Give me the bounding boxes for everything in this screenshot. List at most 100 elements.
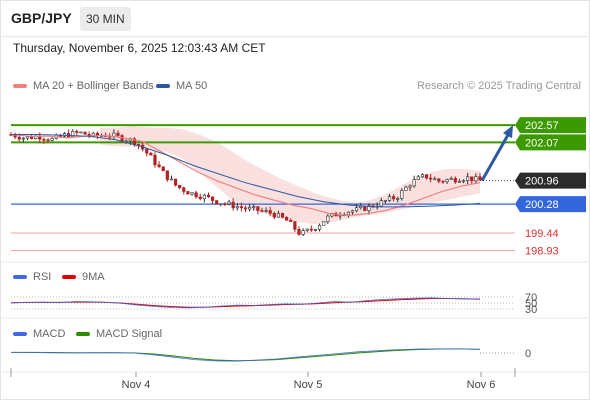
candle-body bbox=[165, 170, 169, 180]
candle-body bbox=[379, 200, 383, 207]
candle-body bbox=[75, 130, 79, 133]
candle-body bbox=[441, 180, 445, 183]
price-label-pivot: 200.28 bbox=[525, 199, 559, 211]
candle-body bbox=[433, 178, 437, 181]
macd-line bbox=[10, 348, 481, 362]
candle-body bbox=[71, 130, 75, 138]
price-label-bg bbox=[515, 196, 586, 213]
candle-body bbox=[293, 221, 297, 230]
candle-body bbox=[239, 206, 243, 209]
symbol-title: GBP/JPY bbox=[11, 10, 72, 26]
candle-body bbox=[400, 190, 404, 199]
candle-body bbox=[383, 200, 387, 202]
candle-body bbox=[260, 210, 264, 212]
legend-ma50: MA 50 bbox=[156, 80, 207, 92]
candle-body bbox=[173, 178, 178, 186]
candle-body bbox=[478, 176, 482, 181]
header-bar: GBP/JPY 30 MIN bbox=[0, 0, 590, 37]
candle-body bbox=[268, 210, 272, 214]
candle-body bbox=[297, 229, 301, 235]
candle-body bbox=[289, 220, 293, 222]
candle-body bbox=[272, 213, 276, 218]
macd-swatch bbox=[13, 332, 27, 336]
candle-body bbox=[29, 136, 34, 140]
candle-body bbox=[190, 192, 194, 195]
candle-body bbox=[387, 196, 392, 201]
candle-body bbox=[367, 205, 371, 211]
candle-body bbox=[449, 178, 453, 180]
candle-body bbox=[83, 131, 87, 135]
candle-body bbox=[25, 136, 30, 139]
candle-body bbox=[215, 200, 219, 205]
candle-body bbox=[194, 192, 198, 198]
candle-body bbox=[87, 134, 91, 136]
candle-body bbox=[437, 178, 441, 182]
candle-body bbox=[424, 174, 429, 179]
macd-signal-label: MACD Signal bbox=[96, 328, 163, 340]
candle-body bbox=[206, 194, 211, 198]
candle-body bbox=[169, 178, 174, 181]
candle-body bbox=[256, 206, 260, 211]
macd-signal-line bbox=[11, 348, 481, 362]
macd-tick-label: 0 bbox=[525, 348, 531, 360]
rsi-tick-label: 30 bbox=[525, 304, 537, 316]
9ma-label: 9MA bbox=[82, 271, 105, 283]
price-label-support: 198.93 bbox=[525, 246, 559, 258]
macd-signal-swatch bbox=[76, 332, 90, 336]
candle-body bbox=[231, 201, 235, 209]
forecast-arrow bbox=[480, 132, 511, 182]
ma20-swatch bbox=[13, 84, 27, 88]
candle-body bbox=[420, 174, 425, 178]
candle-body bbox=[412, 179, 416, 187]
candle-body bbox=[416, 176, 420, 180]
legend-macd: MACD bbox=[13, 328, 65, 340]
ma20-label: MA 20 + Bollinger Bands bbox=[33, 80, 154, 92]
legend-macd-signal: MACD Signal bbox=[76, 328, 162, 340]
rsi-line bbox=[10, 297, 481, 309]
bollinger-band bbox=[100, 125, 480, 225]
price-label-resistance: 202.07 bbox=[525, 137, 559, 149]
candle-body bbox=[46, 139, 50, 142]
candle-body bbox=[350, 210, 355, 213]
rsi-label: RSI bbox=[33, 271, 52, 283]
candle-body bbox=[396, 198, 400, 200]
candle-body bbox=[50, 138, 54, 141]
ma50-label: MA 50 bbox=[176, 80, 208, 92]
candle-body bbox=[470, 176, 474, 182]
candle-body bbox=[202, 194, 206, 199]
candle-body bbox=[346, 211, 350, 215]
candle-body bbox=[219, 203, 223, 205]
candle-body bbox=[198, 196, 202, 199]
candle-body bbox=[392, 196, 396, 200]
candle-body bbox=[429, 177, 433, 180]
candle-body bbox=[285, 217, 289, 221]
timeframe-button[interactable]: 30 MIN bbox=[80, 7, 131, 31]
candle-body bbox=[186, 191, 190, 195]
price-label-last: 200.96 bbox=[525, 176, 559, 188]
copyright-text: Research © 2025 Trading Central bbox=[416, 80, 581, 92]
candle-body bbox=[161, 166, 165, 172]
timestamp: Thursday, November 6, 2025 12:03:43 AM C… bbox=[13, 41, 266, 55]
rsi-swatch bbox=[13, 275, 27, 279]
candle-body bbox=[210, 196, 215, 201]
candle-body bbox=[149, 152, 153, 156]
candle-body bbox=[17, 136, 21, 140]
candle-body bbox=[157, 164, 161, 168]
candle-body bbox=[182, 187, 186, 192]
price-label-support: 199.44 bbox=[525, 228, 559, 240]
candle-body bbox=[243, 207, 248, 210]
candle-body bbox=[317, 224, 322, 230]
candle-body bbox=[309, 228, 313, 231]
candle-body bbox=[313, 229, 318, 231]
candle-body bbox=[235, 206, 239, 209]
candle-body bbox=[408, 185, 412, 188]
candle-body bbox=[223, 203, 227, 205]
candle-body bbox=[363, 206, 367, 211]
candle-body bbox=[42, 138, 46, 141]
legend-rsi: RSI bbox=[13, 271, 51, 283]
x-tick-label: Nov 5 bbox=[294, 379, 323, 391]
candle-body bbox=[153, 154, 157, 166]
candle-body bbox=[178, 184, 182, 189]
candle-body bbox=[466, 176, 470, 181]
candle-body bbox=[79, 131, 83, 134]
